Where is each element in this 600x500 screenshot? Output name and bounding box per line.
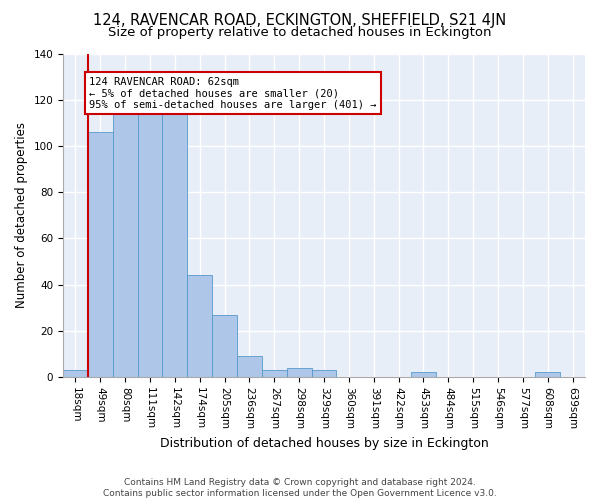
X-axis label: Distribution of detached houses by size in Eckington: Distribution of detached houses by size … <box>160 437 488 450</box>
Bar <box>262 370 287 377</box>
Text: Size of property relative to detached houses in Eckington: Size of property relative to detached ho… <box>108 26 492 39</box>
Bar <box>311 370 337 377</box>
Bar <box>113 107 137 377</box>
Y-axis label: Number of detached properties: Number of detached properties <box>15 122 28 308</box>
Text: Contains HM Land Registry data © Crown copyright and database right 2024.
Contai: Contains HM Land Registry data © Crown c… <box>103 478 497 498</box>
Bar <box>187 276 212 377</box>
Text: 124, RAVENCAR ROAD, ECKINGTON, SHEFFIELD, S21 4JN: 124, RAVENCAR ROAD, ECKINGTON, SHEFFIELD… <box>94 12 506 28</box>
Text: 124 RAVENCAR ROAD: 62sqm
← 5% of detached houses are smaller (20)
95% of semi-de: 124 RAVENCAR ROAD: 62sqm ← 5% of detache… <box>89 76 377 110</box>
Bar <box>237 356 262 377</box>
Bar <box>88 132 113 377</box>
Bar <box>137 114 163 377</box>
Bar <box>535 372 560 377</box>
Bar <box>411 372 436 377</box>
Bar <box>163 114 187 377</box>
Bar <box>287 368 311 377</box>
Bar <box>63 370 88 377</box>
Bar <box>212 314 237 377</box>
